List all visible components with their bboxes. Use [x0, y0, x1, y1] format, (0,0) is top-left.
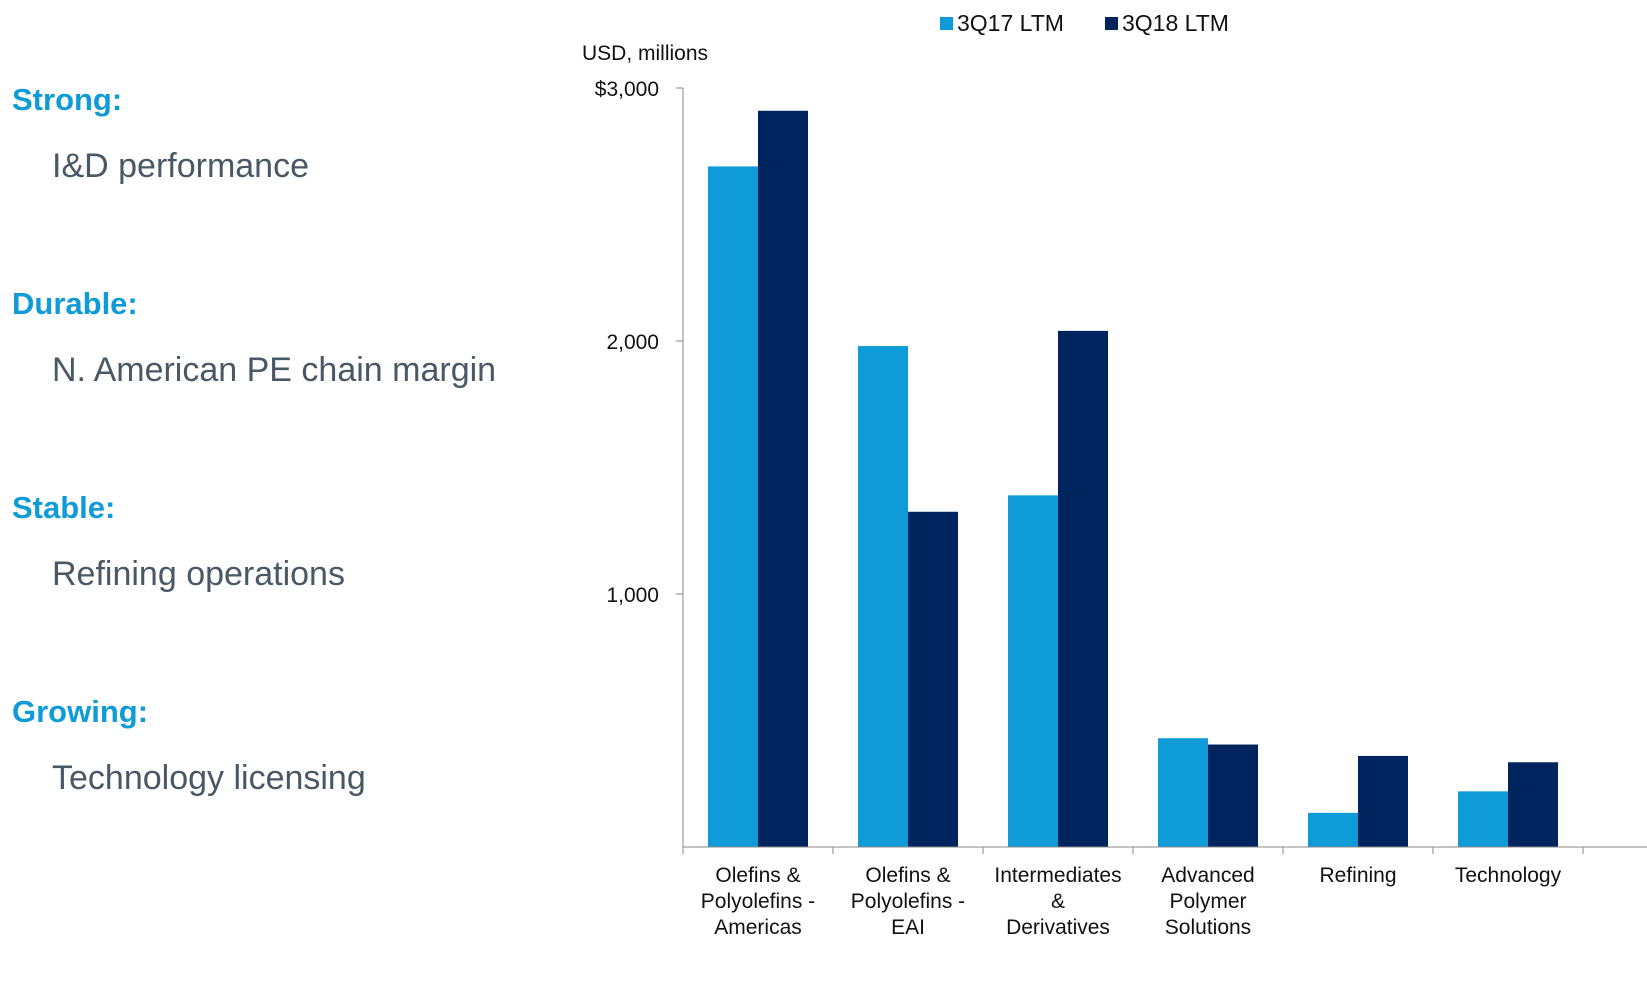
y-tick-label: 2,000 — [606, 331, 659, 354]
bar — [1508, 762, 1558, 847]
point-heading: Strong: — [12, 82, 123, 117]
x-tick-label: EAI — [891, 916, 925, 939]
x-tick-label: & — [1051, 890, 1065, 913]
bar — [1058, 330, 1108, 847]
x-tick-label: Olefins & — [715, 864, 800, 887]
bar — [1358, 755, 1408, 847]
y-axis-ticks: $3,000 2,000 1,000 — [595, 78, 683, 607]
bars — [708, 110, 1558, 847]
point-text: I&D performance — [52, 147, 309, 185]
legend-swatch — [1105, 17, 1118, 30]
bar — [1208, 744, 1258, 847]
bar — [758, 110, 808, 847]
point-text: Technology licensing — [52, 759, 366, 797]
chart-legend: 3Q17 LTM 3Q18 LTM — [940, 10, 1229, 36]
bar — [1158, 738, 1208, 847]
x-tick-label: Advanced — [1161, 864, 1254, 887]
legend-label: 3Q18 LTM — [1122, 10, 1229, 36]
point-text: N. American PE chain margin — [52, 351, 497, 389]
x-tick-label: Olefins & — [865, 864, 950, 887]
x-axis-labels: Olefins & Polyolefins - Americas Olefins & P… — [701, 864, 1562, 939]
bar — [1458, 791, 1508, 847]
x-tick-label: Intermediates — [994, 864, 1121, 887]
legend-label: 3Q17 LTM — [957, 10, 1064, 36]
x-tick-label: Americas — [714, 916, 802, 939]
axes — [682, 88, 1647, 854]
point-heading: Growing: — [12, 694, 149, 729]
point-heading: Durable: — [12, 286, 138, 321]
x-tick-label: Polymer — [1169, 890, 1246, 913]
key-points-panel: Strong: I&D performance Durable: N. Amer… — [0, 0, 560, 983]
point-growing: Growing: Technology licensing — [12, 694, 366, 798]
x-tick-label: Polyolefins - — [851, 890, 965, 913]
point-strong: Strong: I&D performance — [12, 82, 309, 186]
point-stable: Stable: Refining operations — [12, 490, 345, 594]
bar — [708, 166, 758, 847]
bar — [858, 346, 908, 847]
y-tick-label: 1,000 — [606, 584, 659, 607]
x-tick-label: Refining — [1319, 864, 1396, 887]
x-tick-label: Solutions — [1165, 916, 1251, 939]
legend-swatch — [940, 17, 953, 30]
bar — [1308, 812, 1358, 847]
x-tick-label: Derivatives — [1006, 916, 1110, 939]
point-durable: Durable: N. American PE chain margin — [12, 286, 496, 390]
y-tick-label: $3,000 — [595, 78, 659, 101]
y-axis-unit-label: USD, millions — [582, 42, 708, 65]
x-tick-label: Polyolefins - — [701, 890, 815, 913]
point-text: Refining operations — [52, 555, 345, 593]
bar — [908, 511, 958, 847]
bar — [1008, 495, 1058, 847]
point-heading: Stable: — [12, 490, 116, 525]
x-tick-label: Technology — [1455, 864, 1562, 887]
